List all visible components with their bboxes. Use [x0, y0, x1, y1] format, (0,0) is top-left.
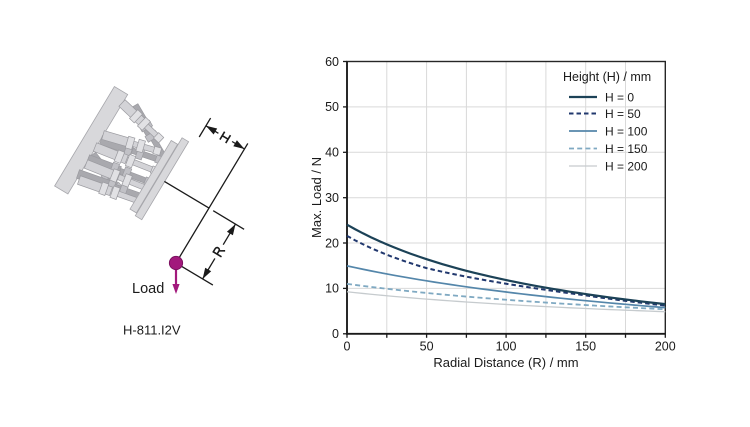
svg-text:H-811.I2V: H-811.I2V [123, 323, 181, 338]
svg-text:Max. Load / N: Max. Load / N [309, 157, 324, 238]
svg-text:H = 200: H = 200 [605, 159, 648, 173]
svg-text:50: 50 [325, 100, 339, 114]
svg-text:H = 150: H = 150 [605, 142, 648, 156]
svg-text:30: 30 [325, 191, 339, 205]
svg-text:10: 10 [325, 282, 339, 296]
svg-text:200: 200 [655, 339, 676, 353]
svg-text:150: 150 [575, 339, 596, 353]
svg-text:H = 0: H = 0 [605, 90, 634, 104]
svg-text:50: 50 [420, 339, 434, 353]
svg-text:Radial Distance (R) / mm: Radial Distance (R) / mm [433, 355, 578, 370]
svg-text:0: 0 [344, 339, 351, 353]
svg-text:20: 20 [325, 236, 339, 250]
svg-text:0: 0 [332, 327, 339, 341]
svg-text:60: 60 [325, 55, 339, 69]
svg-text:Load: Load [132, 281, 164, 297]
svg-text:100: 100 [496, 339, 517, 353]
svg-text:Height (H) / mm: Height (H) / mm [563, 70, 651, 84]
svg-text:H = 100: H = 100 [605, 124, 648, 138]
svg-text:H = 50: H = 50 [605, 107, 641, 121]
svg-text:40: 40 [325, 146, 339, 160]
